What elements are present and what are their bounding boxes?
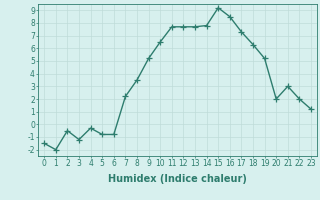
X-axis label: Humidex (Indice chaleur): Humidex (Indice chaleur) (108, 174, 247, 184)
